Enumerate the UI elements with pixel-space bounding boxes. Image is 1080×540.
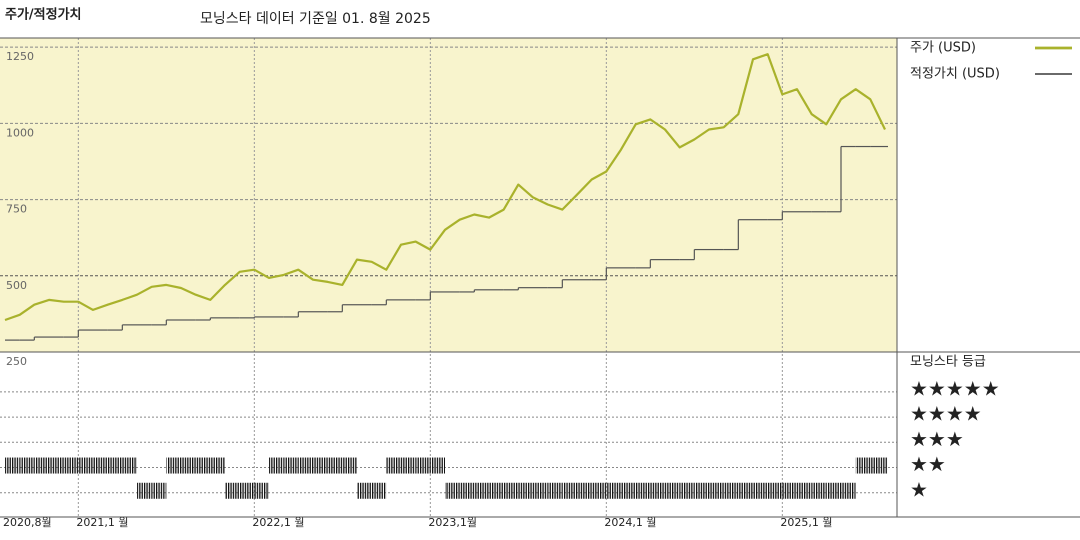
plot-background xyxy=(0,38,897,352)
rating-bar xyxy=(797,482,812,499)
rating-bar xyxy=(782,482,797,499)
rating-bar xyxy=(166,457,181,474)
rating-bar xyxy=(327,457,343,474)
rating-bar xyxy=(49,457,64,474)
price-line xyxy=(4,53,886,322)
rating-bar xyxy=(811,482,827,499)
rating-stars: ★★★★ xyxy=(910,402,982,426)
header-subtitle: 모닝스타 데이터 기준일 01. 8월 2025 xyxy=(200,11,431,27)
rating-bar xyxy=(401,457,416,474)
y-tick-label: 1250 xyxy=(6,50,34,63)
rating-bar xyxy=(591,482,607,499)
rating-bar xyxy=(386,457,401,474)
rating-bar xyxy=(577,482,592,499)
plot-layer: 2020,8월 2021,1 월 2022,1 월 2023,1월 2024,1 월 20… xyxy=(0,38,1072,529)
y-tick-label: 1000 xyxy=(6,126,34,139)
rating-bar xyxy=(107,457,123,474)
rating-bar xyxy=(239,482,255,499)
x-tick-label: 2020,8월 xyxy=(3,516,52,529)
rating-bar xyxy=(650,482,665,499)
rating-bar xyxy=(357,482,372,499)
rating-bar xyxy=(181,457,196,474)
rating-bar xyxy=(34,457,49,474)
rating-bar xyxy=(210,457,225,474)
rating-bar xyxy=(767,482,783,499)
rating-bar xyxy=(694,482,709,499)
rating-bar xyxy=(474,482,489,499)
rating-bar xyxy=(870,457,885,474)
rating-bar xyxy=(679,482,695,499)
rating-title: 모닝스타 등급 xyxy=(910,355,986,370)
rating-bar xyxy=(430,457,445,474)
rating-bar xyxy=(885,457,888,474)
rating-bar xyxy=(753,482,768,499)
rating-bar xyxy=(151,482,167,499)
rating-bar xyxy=(665,482,680,499)
rating-stars: ★★ xyxy=(910,452,946,476)
rating-bar xyxy=(709,482,724,499)
rating-bar xyxy=(415,457,431,474)
rating-bar xyxy=(137,482,152,499)
rating-stars: ★★★ xyxy=(910,427,964,451)
rating-bar xyxy=(621,482,636,499)
rating-bar xyxy=(78,457,93,474)
rating-bar xyxy=(225,482,240,499)
rating-bar xyxy=(342,457,357,474)
y-tick-label: 500 xyxy=(6,279,27,292)
rating-bar xyxy=(606,482,621,499)
rating-bar xyxy=(855,457,871,474)
rating-stars: ★ xyxy=(910,477,928,501)
rating-bar xyxy=(738,482,753,499)
rating-bar xyxy=(283,457,299,474)
rating-bar xyxy=(841,482,856,499)
rating-bar xyxy=(562,482,577,499)
rating-bar xyxy=(459,482,475,499)
rating-bar xyxy=(63,457,79,474)
legend-label: 주가 (USD) xyxy=(910,41,976,56)
rating-bar xyxy=(93,457,108,474)
rating-bar xyxy=(269,457,284,474)
rating-bar xyxy=(518,482,533,499)
y-tick-label: 250 xyxy=(6,355,27,368)
rating-bar xyxy=(533,482,548,499)
x-tick-label: 2021,1 월 xyxy=(76,516,128,529)
rating-bar xyxy=(298,457,313,474)
x-tick-label: 2023,1월 xyxy=(428,516,477,529)
rating-bar xyxy=(254,482,269,499)
rating-bar xyxy=(547,482,563,499)
rating-bar xyxy=(19,457,35,474)
y-tick-label: 750 xyxy=(6,203,27,216)
x-tick-label: 2024,1 월 xyxy=(604,516,656,529)
rating-bar xyxy=(445,482,460,499)
x-tick-label: 2025,1 월 xyxy=(780,516,832,529)
legend-label: 적정가치 (USD) xyxy=(910,67,1000,82)
rating-stars: ★★★★★ xyxy=(910,376,1000,400)
rating-bar xyxy=(313,457,328,474)
rating-bar xyxy=(371,482,387,499)
x-tick-label: 2022,1 월 xyxy=(252,516,304,529)
rating-bar xyxy=(195,457,211,474)
rating-bar xyxy=(826,482,841,499)
rating-bar xyxy=(122,457,137,474)
rating-bar xyxy=(489,482,504,499)
rating-bar xyxy=(5,457,20,474)
rating-bar xyxy=(503,482,519,499)
rating-bar xyxy=(723,482,739,499)
header-title: 주가/적정가치 xyxy=(5,7,82,23)
rating-bar xyxy=(635,482,651,499)
